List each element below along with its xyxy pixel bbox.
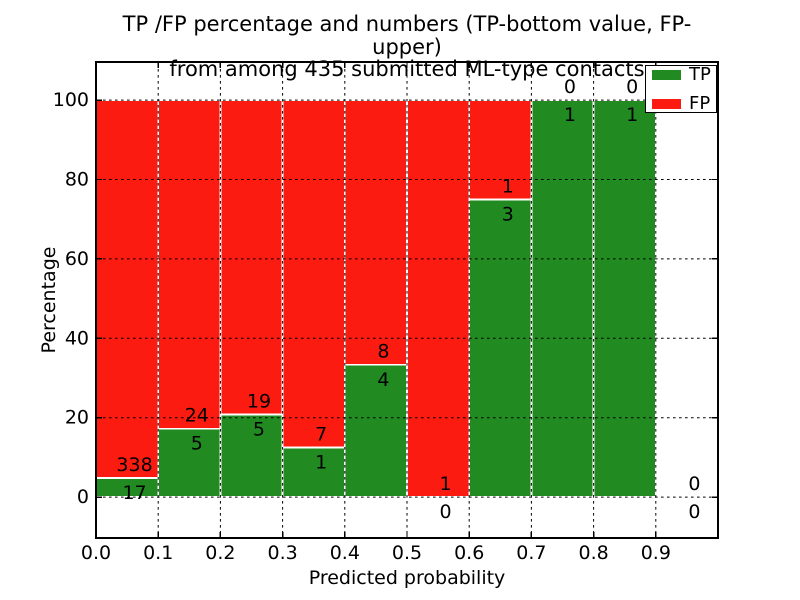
bar-tp-0.7 — [530, 99, 595, 499]
fp-count-label-0.5: 1 — [440, 473, 452, 495]
bar-tp-0.8 — [592, 99, 657, 499]
x-tick-label-0.8: 0.8 — [578, 542, 608, 564]
x-tick-label-0.2: 0.2 — [205, 542, 235, 564]
bar-tp-0.1 — [157, 427, 222, 499]
chart-title-line-2: from among 435 submitted ML-type contact… — [169, 57, 645, 81]
legend: TP FP — [645, 65, 717, 113]
chart-title-line-1: TP /FP percentage and numbers (TP-bottom… — [122, 12, 692, 59]
legend-label-fp: FP — [689, 92, 711, 114]
fp-count-label-0: 338 — [116, 454, 152, 476]
fp-count-label-0.9: 0 — [688, 473, 700, 495]
fp-count-label-0.7: 0 — [564, 76, 576, 98]
x-tick-label-0.5: 0.5 — [392, 542, 422, 564]
tp-count-label-0.6: 3 — [502, 203, 514, 225]
bar-tp-0.2 — [219, 413, 284, 499]
x-tick-label-0.3: 0.3 — [267, 542, 297, 564]
tp-count-label-0.9: 0 — [688, 501, 700, 523]
x-tick-label-0.4: 0.4 — [330, 542, 360, 564]
legend-label-tp: TP — [689, 63, 711, 85]
x-tick-label-0.1: 0.1 — [143, 542, 173, 564]
tp-count-label-0.4: 4 — [377, 369, 389, 391]
y-tick-label-60: 60 — [65, 248, 89, 270]
bar-tp-0.6 — [468, 198, 533, 499]
fp-count-label-0.4: 8 — [377, 341, 389, 363]
legend-item-tp: TP — [652, 63, 716, 85]
fp-count-label-0.6: 1 — [502, 175, 514, 197]
bar-fp-0.5 — [406, 99, 471, 499]
bar-tp-0.3 — [281, 446, 346, 499]
bar-fp-0.4 — [343, 99, 408, 366]
x-tick-label-0.9: 0.9 — [641, 542, 671, 564]
tp-count-label-0.7: 1 — [564, 104, 576, 126]
fp-swatch-icon — [652, 98, 681, 109]
x-axis-label: Predicted probability — [308, 567, 506, 589]
y-tick-label-100: 100 — [53, 89, 89, 111]
x-tick-label-0.6: 0.6 — [454, 542, 484, 564]
tp-count-label-0.2: 5 — [253, 418, 265, 440]
bar-fp-0.2 — [219, 99, 284, 416]
fp-count-label-0.8: 0 — [626, 76, 638, 98]
x-tick-label-0.0: 0.0 — [81, 542, 111, 564]
bar-tp-0.4 — [343, 363, 408, 499]
bar-fp-0.1 — [157, 99, 222, 430]
bar-fp-0.6 — [468, 99, 533, 201]
tp-count-label-0.1: 5 — [191, 433, 203, 455]
x-tick-label-0.7: 0.7 — [516, 542, 546, 564]
bar-fp-0 — [95, 99, 160, 479]
bar-fp-0.3 — [281, 99, 346, 449]
fp-count-label-0.1: 24 — [185, 405, 209, 427]
tp-count-label-0.3: 1 — [315, 452, 327, 474]
y-tick-label-80: 80 — [65, 169, 89, 191]
fp-count-label-0.3: 7 — [315, 423, 327, 445]
tp-count-label-0.5: 0 — [440, 501, 452, 523]
tp-swatch-icon — [652, 69, 681, 80]
y-tick-label-0: 0 — [77, 486, 89, 508]
chart-title: TP /FP percentage and numbers (TP-bottom… — [96, 13, 718, 81]
y-tick-label-20: 20 — [65, 407, 89, 429]
y-axis-label: Percentage — [38, 246, 60, 354]
fp-count-label-0.2: 19 — [247, 390, 271, 412]
legend-item-fp: FP — [652, 92, 716, 114]
tp-count-label-0.8: 1 — [626, 104, 638, 126]
y-tick-label-40: 40 — [65, 327, 89, 349]
tp-count-label-0: 17 — [122, 482, 146, 504]
